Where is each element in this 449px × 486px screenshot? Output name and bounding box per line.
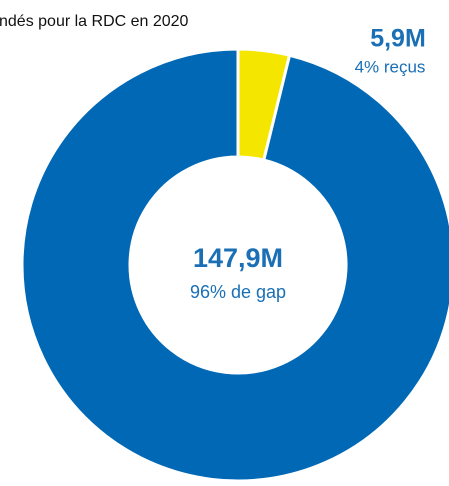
percent-label: 4% reçus — [355, 57, 426, 76]
value-label: 147,9M — [193, 243, 283, 273]
chart-title: ndés pour la RDC en 2020 — [0, 13, 189, 30]
value-label: 5,9M — [370, 25, 426, 53]
percent-label: 96% de gap — [190, 282, 286, 302]
donut-slice — [20, 47, 449, 483]
